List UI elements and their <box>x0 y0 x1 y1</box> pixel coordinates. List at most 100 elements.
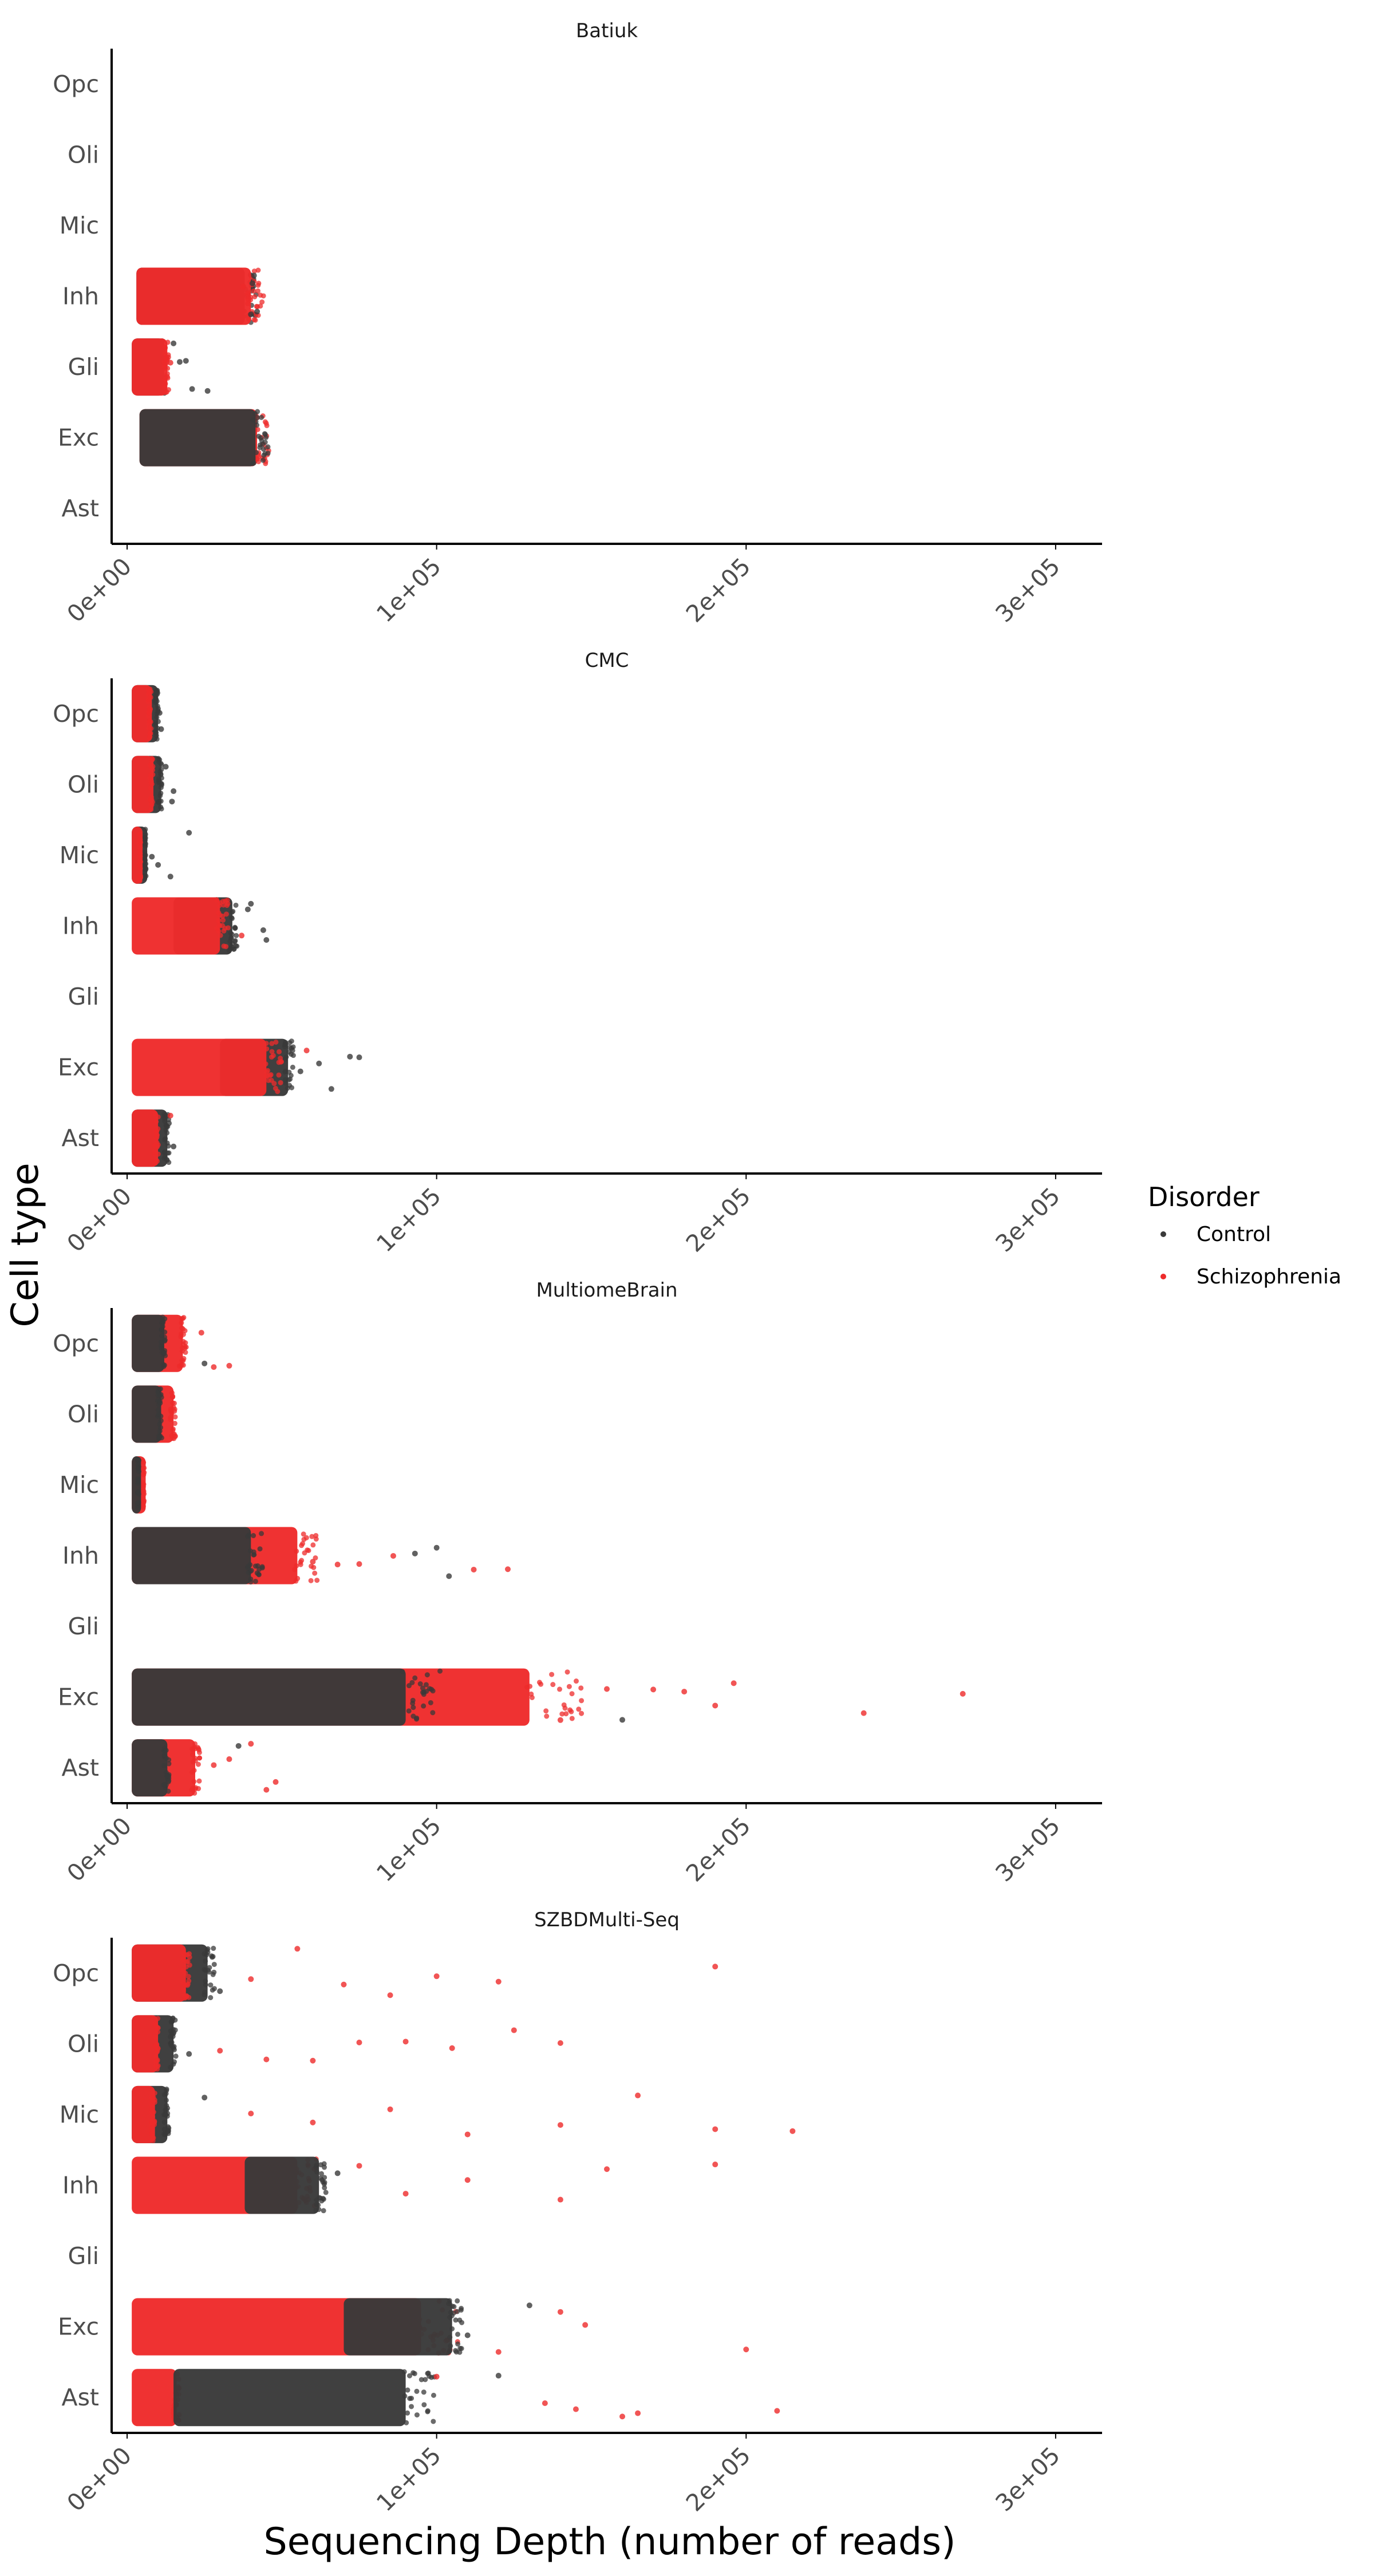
data-point <box>137 831 143 836</box>
data-point <box>172 1406 177 1412</box>
data-point <box>161 1752 167 1758</box>
data-point <box>233 902 239 908</box>
band-schizophrenia <box>132 1038 267 1096</box>
data-point <box>180 1345 185 1351</box>
data-point <box>166 1761 172 1767</box>
group-mic <box>132 826 192 884</box>
data-point <box>181 1950 187 1955</box>
data-point <box>290 1053 296 1058</box>
outlier-point <box>495 2349 502 2355</box>
data-point <box>221 928 227 934</box>
data-point <box>293 1578 299 1584</box>
data-point <box>179 1316 184 1322</box>
data-point <box>400 1669 405 1674</box>
data-point <box>211 1962 217 1967</box>
data-point <box>449 2304 455 2309</box>
outlier-point <box>316 1060 322 1066</box>
data-point <box>161 2131 167 2137</box>
data-point <box>165 1788 171 1794</box>
data-point <box>150 2117 156 2123</box>
outlier-point <box>356 2039 362 2045</box>
data-point <box>574 1678 579 1684</box>
outlier-point <box>526 2302 532 2309</box>
data-point <box>162 1337 168 1343</box>
data-point <box>459 2346 464 2352</box>
data-point <box>232 939 238 945</box>
data-point <box>524 1684 530 1690</box>
data-point <box>224 898 230 903</box>
data-point <box>260 457 266 463</box>
data-point <box>529 1694 535 1700</box>
data-point <box>180 1967 185 1973</box>
band-control <box>173 2369 406 2427</box>
data-point <box>206 1969 212 1975</box>
data-point <box>230 908 236 914</box>
legend-title: Disorder <box>1148 1182 1260 1212</box>
group-ast <box>132 1739 279 1797</box>
data-point <box>161 1763 167 1768</box>
data-point <box>152 722 157 728</box>
data-point <box>163 1748 169 1753</box>
data-point <box>159 782 164 788</box>
outlier-point <box>217 1988 223 1994</box>
data-point <box>146 697 152 702</box>
data-point <box>246 316 252 322</box>
data-point <box>264 1046 270 1052</box>
data-point <box>158 791 164 796</box>
x-tick-label: 0e+00 <box>62 552 137 627</box>
data-point <box>564 1669 570 1675</box>
data-point <box>271 1081 277 1086</box>
data-point <box>156 1411 161 1417</box>
data-point <box>446 2301 452 2306</box>
data-point <box>163 381 168 386</box>
x-tick-label: 3e+05 <box>990 552 1065 627</box>
data-point <box>263 1041 269 1046</box>
outlier-point <box>557 1717 563 1723</box>
y-tick-label: Gli <box>68 353 99 381</box>
outlier-point <box>960 1690 966 1697</box>
data-point <box>153 1119 159 1125</box>
data-point <box>149 2095 155 2101</box>
data-point <box>217 923 223 929</box>
group-opc <box>132 1314 232 1372</box>
data-point <box>259 414 264 420</box>
outlier-point <box>464 2332 471 2338</box>
data-point <box>140 1503 146 1509</box>
data-point <box>223 911 229 917</box>
data-point <box>186 1994 192 2000</box>
data-point <box>135 1500 140 1506</box>
data-point <box>255 288 260 294</box>
data-point <box>216 929 222 934</box>
data-point <box>283 1080 289 1086</box>
outlier-point <box>681 1689 688 1695</box>
outlier-point <box>244 291 251 297</box>
data-point <box>260 293 266 299</box>
data-point <box>149 2125 155 2131</box>
data-point <box>427 2373 432 2379</box>
data-point <box>148 730 153 736</box>
data-point <box>228 930 234 936</box>
data-point <box>159 1343 164 1349</box>
data-point <box>136 1456 141 1462</box>
data-point <box>323 2190 329 2195</box>
data-point <box>158 804 164 810</box>
data-point <box>275 1089 281 1095</box>
data-point <box>423 2377 428 2383</box>
data-point <box>192 1758 198 1764</box>
outlier-point <box>158 726 164 732</box>
data-point <box>543 1708 549 1714</box>
x-tick-label: 2e+05 <box>681 552 756 627</box>
data-point <box>190 1752 196 1757</box>
outlier-point <box>328 1086 334 1092</box>
data-point <box>161 1782 167 1788</box>
data-point <box>299 1543 305 1548</box>
outlier-point <box>774 2408 780 2414</box>
outlier-point <box>356 2163 362 2169</box>
data-point <box>164 1774 170 1780</box>
data-point <box>171 1400 177 1406</box>
outlier-point <box>712 1963 718 1970</box>
data-point <box>195 1761 201 1767</box>
data-point <box>135 1489 141 1495</box>
group-gli <box>132 338 211 396</box>
outlier-point <box>235 1743 242 1749</box>
